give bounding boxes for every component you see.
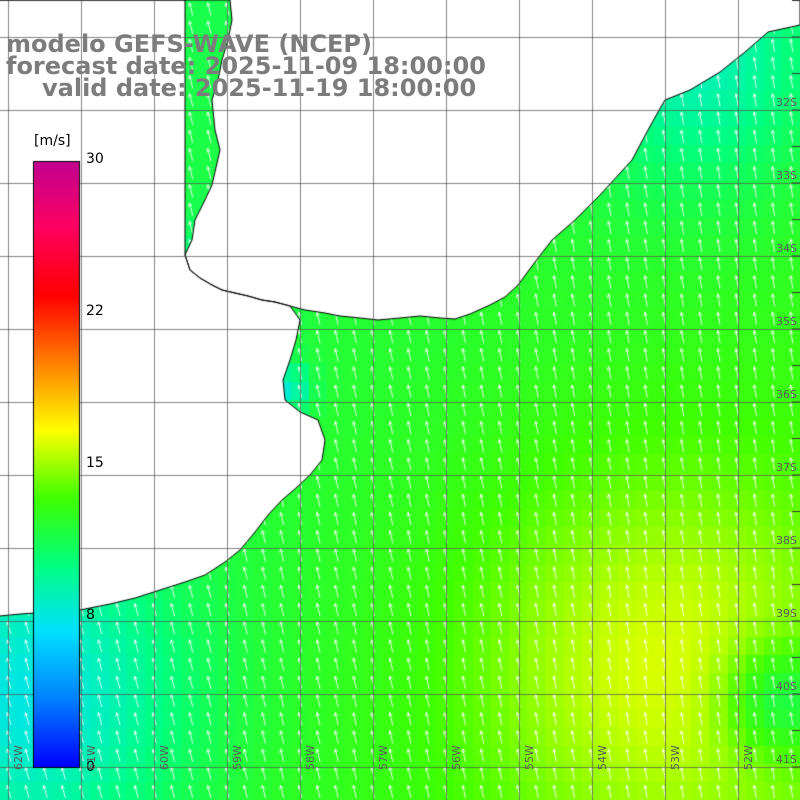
- colorbar-tick-0: 0: [86, 759, 95, 775]
- lon-label: 54W: [596, 745, 609, 770]
- map-title: modelo GEFS-WAVE (NCEP): [6, 30, 372, 58]
- lat-label: 37S: [776, 461, 797, 474]
- lat-label: 35S: [776, 315, 797, 328]
- lon-label: 62W: [12, 745, 25, 770]
- lon-label: 61W: [85, 745, 98, 770]
- colorbar-tick-22: 22: [86, 303, 104, 319]
- lat-label: 36S: [776, 388, 797, 401]
- lat-label: 41S: [776, 753, 797, 766]
- lat-label: 32S: [776, 96, 797, 109]
- lat-label: 39S: [776, 607, 797, 620]
- lat-label: 33S: [776, 169, 797, 182]
- lon-label: 59W: [231, 745, 244, 770]
- lon-label: 56W: [450, 745, 463, 770]
- lon-label: 52W: [742, 745, 755, 770]
- colorbar-unit: [m/s]: [34, 133, 71, 149]
- colorbar-tick-15: 15: [86, 455, 104, 471]
- lat-label: 38S: [776, 534, 797, 547]
- forecast-date: forecast date: 2025-11-09 18:00:00: [6, 52, 486, 80]
- lon-label: 53W: [669, 745, 682, 770]
- lon-label: 57W: [377, 745, 390, 770]
- colorbar-tick-30: 30: [86, 151, 104, 167]
- lon-label: 55W: [523, 745, 536, 770]
- lat-label: 34S: [776, 242, 797, 255]
- valid-date: valid date: 2025-11-19 18:00:00: [42, 74, 477, 102]
- colorbar-tick-8: 8: [86, 607, 95, 623]
- lon-label: 60W: [158, 745, 171, 770]
- lat-label: 40S: [776, 680, 797, 693]
- lon-label: 58W: [304, 745, 317, 770]
